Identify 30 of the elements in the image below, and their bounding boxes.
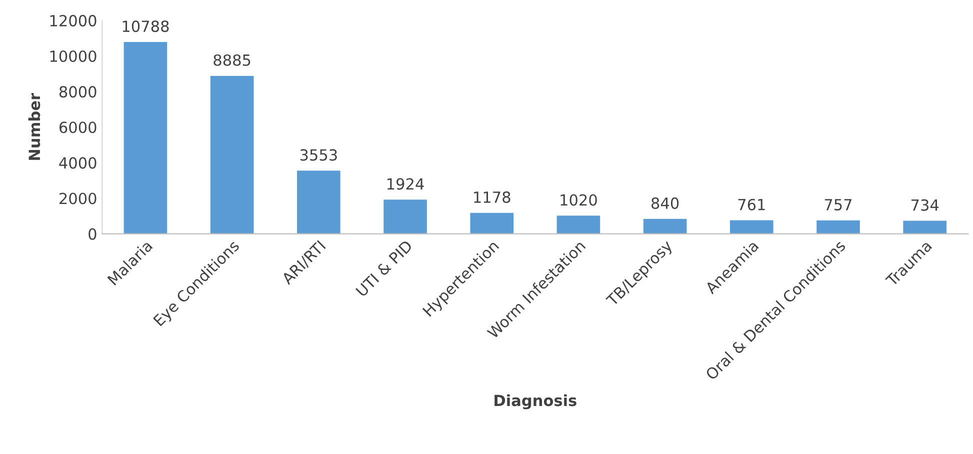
bar <box>730 220 774 234</box>
y-tick-label: 12000 <box>50 14 96 26</box>
bar <box>643 218 687 234</box>
data-label: 1020 <box>560 194 597 206</box>
bar <box>903 220 946 234</box>
data-label: 3553 <box>300 149 337 161</box>
y-tick-label: 4000 <box>59 157 96 169</box>
data-label: 8885 <box>214 54 250 66</box>
y-axis-title: Number <box>28 92 40 160</box>
y-tick-label: 10000 <box>50 50 96 62</box>
x-axis-title: Diagnosis <box>494 394 576 410</box>
data-label: 757 <box>824 199 852 210</box>
bar <box>124 42 168 234</box>
y-tick-label: 2000 <box>60 192 96 204</box>
bar <box>556 216 600 234</box>
y-tick-label: 6000 <box>59 122 96 134</box>
data-label: 1924 <box>387 178 424 190</box>
bar <box>210 76 254 234</box>
data-label: 734 <box>912 199 939 211</box>
y-tick-label: 8000 <box>59 86 96 98</box>
bar <box>470 212 514 234</box>
data-label: 761 <box>738 198 765 210</box>
bar <box>816 220 860 234</box>
y-tick-label: 0 <box>88 228 96 240</box>
data-label: 10788 <box>122 20 169 32</box>
bar <box>384 200 427 234</box>
bar <box>297 170 340 234</box>
x-tick-label: UTI & PID <box>355 240 413 298</box>
data-label: 1178 <box>474 191 510 203</box>
data-label: 840 <box>652 197 679 209</box>
